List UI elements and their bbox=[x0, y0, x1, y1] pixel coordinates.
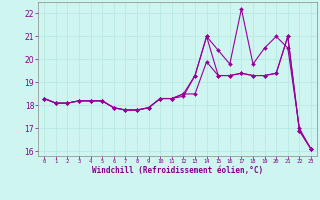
X-axis label: Windchill (Refroidissement éolien,°C): Windchill (Refroidissement éolien,°C) bbox=[92, 166, 263, 175]
